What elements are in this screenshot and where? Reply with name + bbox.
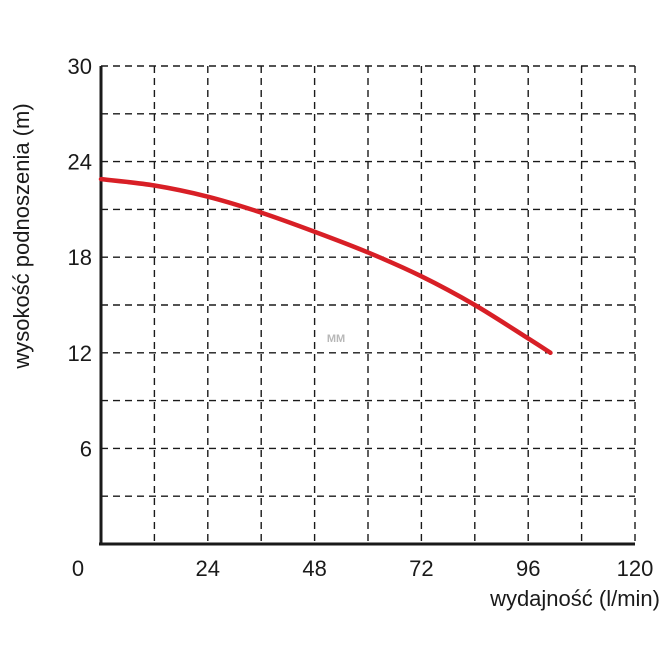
y-tick-label: 18 [68, 245, 92, 270]
watermark: MM [327, 333, 345, 345]
y-tick-label: 6 [80, 436, 92, 461]
x-axis-label: wydajność (l/min) [489, 586, 660, 611]
y-tick-label: 30 [68, 54, 92, 79]
performance-curve [98, 176, 553, 356]
x-tick-label: 24 [196, 556, 220, 581]
y-tick-label: 12 [68, 341, 92, 366]
tick-labels: 0 24 48 72 96 120 6 12 18 24 30 [68, 54, 654, 581]
y-axis-label: wysokość podnoszenia (m) [9, 103, 34, 369]
x-tick-label: 0 [72, 556, 84, 581]
x-tick-label: 72 [409, 556, 433, 581]
x-tick-label: 48 [302, 556, 326, 581]
axes [99, 66, 635, 546]
y-tick-label: 24 [68, 150, 92, 175]
grid-lines [101, 65, 636, 544]
x-tick-label: 96 [516, 556, 540, 581]
series-layer [98, 176, 553, 356]
x-tick-label: 120 [617, 556, 654, 581]
